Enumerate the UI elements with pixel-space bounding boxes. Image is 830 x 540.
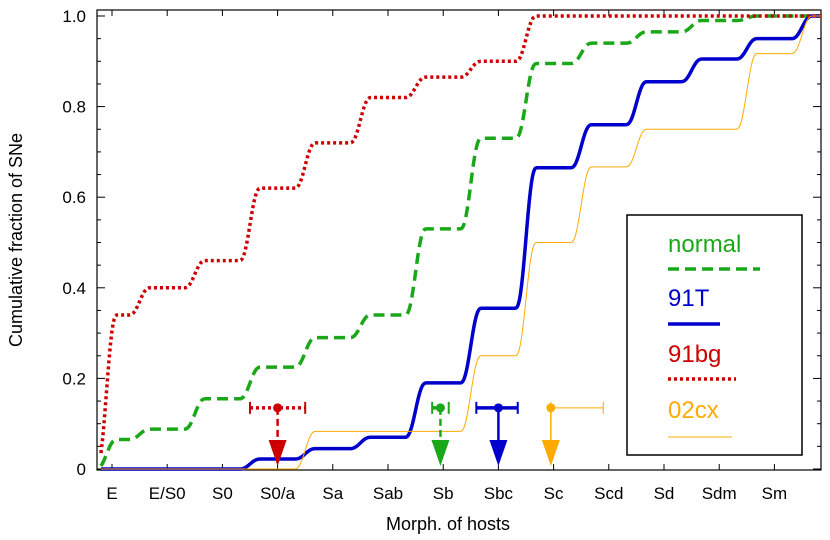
mean-point <box>273 403 283 413</box>
y-tick-labels: 0 0.2 0.4 0.6 0.8 1.0 <box>62 7 86 479</box>
legend: normal 91T 91bg 02cx <box>626 214 803 456</box>
y-tick-label: 0 <box>77 460 86 479</box>
x-tick-labels: E E/S0 S0 S0/a Sa Sab Sb Sbc Sc Scd Sd Sdm Sm <box>106 484 787 503</box>
arrow-head <box>541 440 560 466</box>
legend-label-02cx: 02cx <box>668 397 719 424</box>
legend-label-91t: 91T <box>668 285 710 312</box>
y-tick-label: 0.4 <box>62 279 86 298</box>
x-tick-label: S0/a <box>260 484 296 503</box>
series-line-02cx <box>100 15 821 470</box>
y-tick-label: 0.2 <box>62 369 86 388</box>
x-tick-label: Sbc <box>484 484 514 503</box>
axis-ticks <box>97 10 821 470</box>
x-tick-label: Sm <box>762 484 788 503</box>
x-tick-label: E/S0 <box>149 484 186 503</box>
marker-layer <box>249 401 604 466</box>
legend-box <box>626 214 803 456</box>
x-tick-label: S0 <box>212 484 233 503</box>
mean-marker-91t <box>475 401 519 466</box>
plot-area-frame <box>96 9 822 471</box>
y-tick-label: 0.6 <box>62 188 86 207</box>
x-tick-label: Sa <box>322 484 343 503</box>
x-tick-label: Scd <box>594 484 623 503</box>
y-axis-title: Cumulative fraction of SNe <box>6 133 26 347</box>
arrow-head <box>489 440 508 466</box>
y-tick-label: 1.0 <box>62 7 86 26</box>
mean-point <box>435 403 445 413</box>
series-line-91bg <box>99 14 822 454</box>
x-tick-label: Sdm <box>702 484 737 503</box>
x-axis-title: Morph. of hosts <box>386 514 510 534</box>
legend-label-normal: normal <box>668 231 741 258</box>
mean-marker-normal <box>431 401 450 466</box>
legend-label-91bg: 91bg <box>668 341 721 368</box>
y-tick-label: 0.8 <box>62 98 86 117</box>
series-line-normal <box>99 14 822 467</box>
mean-point <box>493 403 503 413</box>
arrow-head <box>431 440 450 466</box>
x-tick-label: Sab <box>373 484 403 503</box>
mean-marker-02cx <box>541 401 604 466</box>
x-tick-label: Sc <box>544 484 564 503</box>
arrow-head <box>268 440 287 466</box>
x-tick-label: Sb <box>433 484 454 503</box>
mean-point <box>546 403 556 413</box>
x-tick-label: Sd <box>654 484 675 503</box>
mean-marker-91bg <box>249 401 307 466</box>
x-tick-label: E <box>106 484 117 503</box>
series-layer <box>99 14 822 471</box>
